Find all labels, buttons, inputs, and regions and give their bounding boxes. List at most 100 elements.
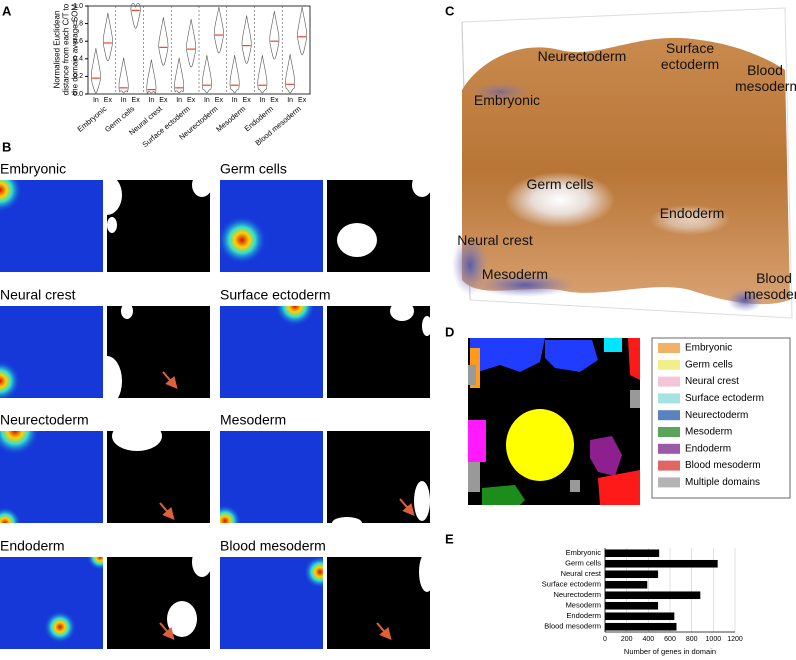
binary-bg xyxy=(107,557,210,649)
heatmap xyxy=(220,557,323,649)
y-tick-label: Blood mesoderm xyxy=(544,622,601,631)
x-tick-label: 1000 xyxy=(706,636,722,643)
legend-swatch xyxy=(658,343,680,353)
legend-swatch xyxy=(658,410,680,421)
surface-label: Neural crest xyxy=(457,232,533,248)
domain-blob xyxy=(192,557,210,577)
panel-title: Neurectoderm xyxy=(0,412,89,428)
violin xyxy=(174,57,185,94)
violin xyxy=(285,54,296,94)
panel-label: C xyxy=(445,3,455,18)
x-tick-label: 800 xyxy=(686,636,698,643)
arrow xyxy=(376,622,392,641)
surface-label: Blood mesoderm xyxy=(735,62,796,94)
bar xyxy=(605,559,718,568)
binary-bg xyxy=(327,180,430,272)
som-pair xyxy=(220,557,430,649)
group-label: In xyxy=(93,97,99,104)
panel-title: Embryonic xyxy=(0,161,66,177)
y-tick-label: Neural crest xyxy=(561,569,602,578)
y-axis-label: Normalised Euclidean distance from each … xyxy=(52,3,80,96)
binary-map xyxy=(327,180,430,272)
domain-blob xyxy=(112,431,162,451)
panel-title: Mesoderm xyxy=(220,412,286,428)
x-tick-label: 1200 xyxy=(727,636,743,643)
x-tick-label: 0 xyxy=(603,636,607,643)
group-label: Ex xyxy=(298,97,307,104)
binary-bg xyxy=(327,557,430,649)
binary-map xyxy=(107,557,210,649)
violin xyxy=(229,55,240,94)
domain-blob xyxy=(390,306,414,321)
surface-label: Embryonic xyxy=(473,92,541,108)
violin xyxy=(297,6,308,56)
som-pair xyxy=(0,431,210,523)
hotspot xyxy=(44,611,76,643)
violin xyxy=(130,3,141,29)
x-axis-label: Number of genes in domain xyxy=(624,647,716,656)
group-label: In xyxy=(287,97,293,104)
surface-label: Blood mesoderm xyxy=(744,270,796,302)
group-label: In xyxy=(259,97,265,104)
y-tick-label: 0.6 xyxy=(73,38,83,45)
heatmap xyxy=(220,306,323,398)
legend-label: Multiple domains xyxy=(685,477,760,488)
arrow xyxy=(162,371,178,390)
violin xyxy=(257,55,268,94)
violin xyxy=(241,15,252,64)
group-label: Ex xyxy=(215,97,224,104)
som-pair xyxy=(0,557,210,649)
bar xyxy=(605,580,648,589)
group-label: Ex xyxy=(159,97,168,104)
legend-swatch xyxy=(658,460,680,471)
x-tick-label: 200 xyxy=(621,636,633,643)
violin xyxy=(146,59,157,95)
arrow xyxy=(399,498,415,517)
y-tick-label: 0.0 xyxy=(73,91,83,98)
y-tick-label: Embryonic xyxy=(566,548,602,557)
panel-label: E xyxy=(445,531,454,546)
binary-map xyxy=(107,306,210,398)
legend-label: Mesoderm xyxy=(685,427,732,438)
som-pair xyxy=(0,180,210,272)
binary-bg xyxy=(107,180,210,272)
legend-swatch xyxy=(658,376,680,387)
surface-plot xyxy=(452,7,793,319)
heatmap xyxy=(0,557,103,649)
domain-blob xyxy=(107,217,117,233)
hotspot xyxy=(0,180,22,212)
domain-blob xyxy=(412,180,430,197)
legend-label: Endoderm xyxy=(685,443,731,454)
y-tick-label: 0.2 xyxy=(73,73,83,80)
binary-map xyxy=(327,557,430,649)
arrow xyxy=(159,622,175,641)
violin xyxy=(213,6,224,54)
heatmap-bg xyxy=(220,431,323,523)
legend-label: Surface ectoderm xyxy=(685,393,764,404)
y-tick-label: Germ cells xyxy=(565,559,601,568)
hotspot xyxy=(0,507,21,523)
som-pair xyxy=(220,431,430,523)
violin xyxy=(186,19,197,68)
binary-map xyxy=(107,431,210,523)
y-tick-label: 0.8 xyxy=(73,20,83,27)
y-tick-label: Mesoderm xyxy=(566,601,601,610)
bar xyxy=(605,612,675,621)
surface-label: Mesoderm xyxy=(481,266,549,282)
y-tick-label: 1.0 xyxy=(73,3,83,10)
group-label: Ex xyxy=(132,97,141,104)
heatmap xyxy=(220,180,323,272)
binary-bg xyxy=(107,306,210,398)
domain-blob xyxy=(337,223,377,257)
y-tick-label: Surface ectoderm xyxy=(542,580,601,589)
bar xyxy=(605,601,659,610)
violin xyxy=(201,55,212,94)
legend-swatch xyxy=(658,443,680,454)
legend-label: Neurectoderm xyxy=(685,410,748,421)
heatmap xyxy=(0,180,103,272)
domain-blob xyxy=(121,306,133,319)
legend-swatch xyxy=(658,393,680,404)
group-label: In xyxy=(121,97,127,104)
